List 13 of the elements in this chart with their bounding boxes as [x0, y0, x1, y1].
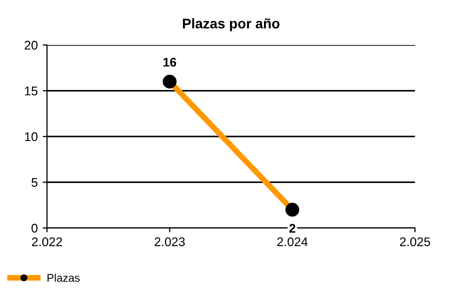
- x-tick-label: 2.022: [32, 237, 62, 246]
- x-tick-label: 2.023: [154, 237, 185, 246]
- chart-title: Plazas por año: [182, 18, 280, 32]
- y-tick-label: 10: [25, 132, 38, 142]
- data-label: 16: [164, 58, 176, 67]
- data-label: 2: [289, 224, 296, 233]
- y-tick-label: 5: [32, 178, 38, 187]
- y-tick-label: 20: [24, 40, 38, 50]
- x-tick-label: 2.024: [277, 237, 308, 246]
- y-tick-label: 0: [32, 224, 38, 233]
- x-tick-label: 2.025: [400, 237, 430, 246]
- y-tick-label: 15: [25, 86, 38, 96]
- legend-label: Plazas: [48, 274, 80, 282]
